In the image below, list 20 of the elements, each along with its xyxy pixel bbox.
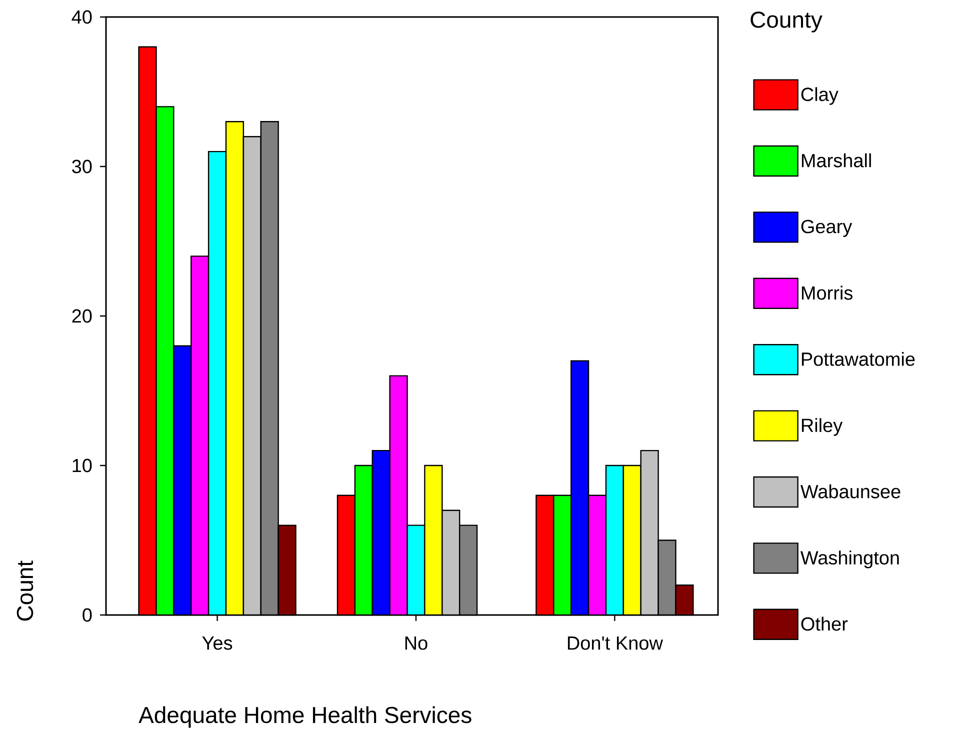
x-tick-label: Don't Know bbox=[568, 636, 663, 650]
legend-label: Geary bbox=[801, 220, 852, 238]
x-tick-label: Yes bbox=[202, 636, 232, 650]
y-tick-label: 10 bbox=[72, 458, 92, 472]
legend-label: Wabaunsee bbox=[800, 484, 900, 498]
legend-label: Marshall bbox=[802, 153, 871, 168]
y-tick-label: 40 bbox=[72, 10, 92, 24]
x-axis-title: Adequate Home Health Services bbox=[138, 706, 472, 728]
y-tick-label: 30 bbox=[72, 160, 92, 174]
legend-label: Washington bbox=[800, 550, 899, 568]
legend-label: Clay bbox=[801, 87, 838, 105]
legend-label: Pottawatomie bbox=[802, 352, 915, 366]
legend-label: Morris bbox=[802, 286, 852, 300]
legend-label: Riley bbox=[802, 418, 843, 436]
y-tick-label: 20 bbox=[72, 309, 92, 323]
y-tick-label: 0 bbox=[82, 608, 92, 622]
y-axis-title: Count bbox=[16, 560, 34, 621]
legend-title: County bbox=[750, 12, 822, 32]
legend-label: Other bbox=[801, 616, 848, 631]
x-tick-label: No bbox=[405, 636, 428, 650]
